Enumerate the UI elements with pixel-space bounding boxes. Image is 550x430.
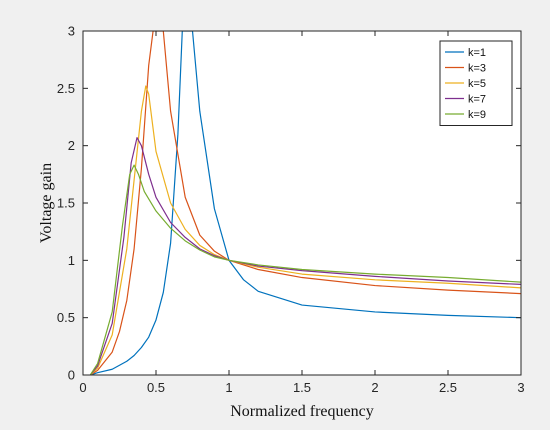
y-tick-label: 0 [68,368,75,383]
series-line-k=5 [89,85,521,375]
x-tick-label: 2 [371,380,378,395]
legend: k=1 k=3 k=5 k=7 k=9 [439,40,513,126]
x-tick-label: 3 [517,380,524,395]
series-line-k=1 [90,31,521,375]
x-tick-label: 0.5 [147,380,165,395]
x-tick-label: 1.5 [293,380,311,395]
legend-label-k=5: k=5 [468,78,486,90]
legend-label-k=7: k=7 [468,94,486,106]
x-tick-label: 1 [225,380,232,395]
series-line-k=9 [89,164,521,375]
legend-label-k=1: k=1 [468,47,486,59]
y-tick-label: 1 [68,253,75,268]
legend-label-k=9: k=9 [468,109,486,121]
y-tick-label: 2 [68,138,75,153]
series-line-k=7 [89,137,521,375]
series-line-k=3 [89,31,521,375]
legend-label-k=3: k=3 [468,63,486,75]
y-tick-label: 0.5 [57,310,75,325]
x-tick-label: 2.5 [439,380,457,395]
x-axis-label: Normalized frequency [230,403,373,420]
y-tick-label: 1.5 [57,196,75,211]
y-tick-label: 3 [68,24,75,39]
y-tick-label: 2.5 [57,81,75,96]
y-axis-label: Voltage gain [38,163,55,243]
x-tick-label: 0 [79,380,86,395]
curves-layer [89,31,521,375]
x-axis: 0 0.5 1 1.5 2 2.5 3 [79,31,525,395]
y-axis: 0 0.5 1 1.5 2 2.5 3 [57,24,521,383]
